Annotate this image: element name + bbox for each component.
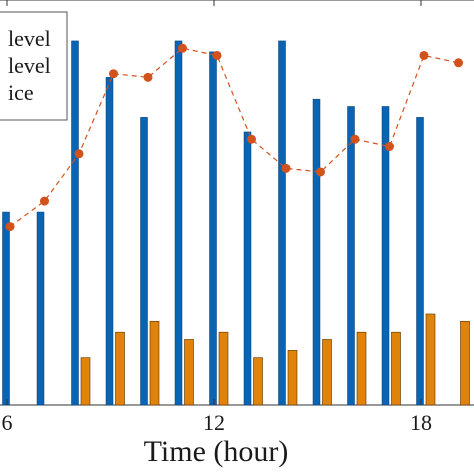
bar-blue	[243, 131, 252, 406]
price-point	[350, 134, 360, 144]
legend-label-orange: level	[8, 53, 51, 78]
bar-orange	[184, 339, 194, 406]
x-tick-label: 6	[2, 410, 13, 435]
bar-orange	[253, 357, 263, 406]
legend-box	[0, 11, 68, 121]
bar-orange	[356, 331, 367, 406]
bar-blue	[71, 40, 79, 406]
price-point	[454, 58, 463, 68]
price-point	[316, 167, 325, 177]
bar-orange	[115, 331, 125, 406]
price-point	[178, 43, 187, 53]
bar-blue	[209, 51, 217, 406]
bar-orange	[322, 339, 332, 406]
price-point	[247, 134, 256, 144]
price-point	[109, 69, 118, 79]
plot-frame	[0, 0, 474, 406]
bar-orange	[391, 331, 401, 406]
bar-orange	[149, 320, 160, 406]
bar-blue	[105, 77, 114, 406]
x-tick-label: 12	[203, 410, 225, 435]
bar-blue	[416, 117, 424, 406]
price-point	[385, 142, 394, 152]
bar-blue	[381, 106, 390, 406]
bar-orange	[80, 357, 91, 406]
legend-label-line: ice	[8, 80, 34, 105]
price-point	[74, 149, 84, 159]
bar-blue	[347, 106, 355, 406]
price-line-path	[9, 47, 459, 228]
legend-label-blue: level	[8, 26, 51, 51]
price-point	[5, 222, 15, 232]
price-point	[40, 196, 49, 206]
bar-blue	[174, 40, 183, 406]
x-ticks: 6 12 18	[2, 0, 432, 435]
price-point	[281, 163, 291, 173]
bar-orange	[460, 320, 470, 406]
bar-marks	[2, 40, 470, 406]
bar-orange	[425, 313, 436, 406]
price-point	[212, 50, 222, 60]
plot-axes	[0, 0, 474, 406]
x-tick-label: 18	[410, 410, 432, 435]
bar-orange	[287, 350, 298, 406]
x-axis-title: Time (hour)	[144, 435, 289, 468]
price-point	[419, 50, 429, 60]
bar-blue	[312, 98, 321, 406]
price-point	[143, 72, 153, 82]
bar-blue	[278, 40, 286, 406]
price-line	[5, 43, 463, 232]
bar-blue	[36, 211, 45, 406]
legend: level level ice	[0, 11, 68, 121]
bar-blue	[2, 211, 10, 406]
bar-orange	[218, 331, 229, 406]
bar-blue	[140, 117, 148, 406]
